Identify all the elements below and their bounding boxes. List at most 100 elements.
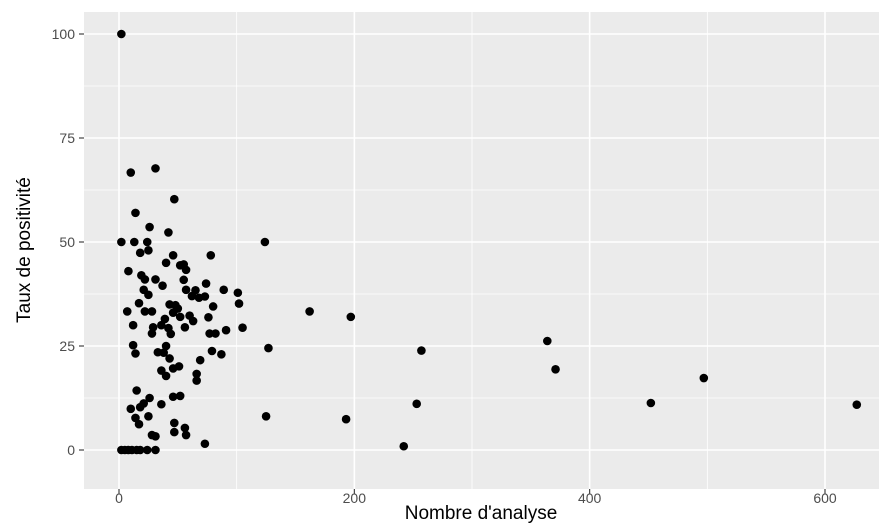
data-point	[208, 302, 218, 311]
data-point	[129, 237, 139, 247]
data-point	[134, 298, 144, 308]
data-point	[170, 418, 179, 428]
data-point	[126, 404, 136, 414]
data-point	[699, 373, 709, 383]
data-point	[117, 29, 126, 39]
data-point	[234, 299, 244, 308]
data-point	[142, 237, 152, 247]
data-point	[147, 329, 157, 338]
data-point	[140, 275, 150, 284]
data-point	[144, 290, 153, 300]
data-point	[399, 441, 409, 451]
data-point	[144, 246, 153, 255]
data-point	[161, 258, 171, 268]
data-point	[543, 336, 552, 346]
data-point	[188, 316, 198, 326]
data-point	[147, 307, 157, 316]
data-point	[135, 248, 145, 258]
x-tick-label: 200	[343, 490, 367, 506]
data-point	[144, 412, 153, 421]
data-point	[346, 312, 356, 322]
data-point	[181, 285, 191, 295]
data-point	[158, 281, 167, 290]
data-point	[204, 312, 213, 322]
data-point	[117, 237, 126, 247]
data-point	[132, 386, 141, 395]
data-point	[175, 391, 185, 401]
data-point	[412, 399, 421, 409]
data-point	[181, 430, 191, 440]
data-point	[417, 346, 426, 355]
y-tick-label: 25	[59, 338, 75, 354]
plot-panel	[84, 12, 879, 489]
data-point	[166, 329, 176, 339]
data-point	[168, 392, 178, 402]
major-gridlines	[84, 12, 879, 489]
data-point	[180, 322, 190, 332]
data-point	[131, 208, 140, 218]
y-tick-label: 50	[59, 234, 75, 250]
data-point	[341, 414, 351, 424]
data-point	[134, 419, 144, 429]
data-point	[122, 307, 132, 316]
data-point	[164, 228, 173, 237]
data-point	[168, 251, 178, 260]
data-point	[305, 307, 314, 316]
data-point	[160, 314, 170, 324]
data-point	[124, 266, 133, 276]
x-tick-label: 400	[578, 490, 602, 506]
data-point	[131, 413, 140, 423]
data-point	[206, 251, 216, 260]
data-point	[179, 275, 189, 285]
data-point	[145, 222, 154, 232]
data-point	[161, 371, 171, 381]
data-point	[161, 341, 171, 351]
data-point	[135, 445, 145, 455]
minor-gridlines	[84, 12, 879, 489]
x-tick-label: 600	[813, 490, 837, 506]
data-point	[200, 292, 210, 301]
data-point	[264, 343, 273, 353]
x-axis-tick-labels: 0 200 400 600	[115, 490, 837, 506]
data-point	[151, 431, 160, 441]
data-point	[217, 350, 226, 359]
data-point	[181, 265, 191, 275]
data-point	[192, 369, 201, 379]
data-point	[170, 194, 179, 204]
data-point	[200, 439, 210, 449]
data-point	[207, 346, 217, 356]
data-point	[151, 164, 160, 173]
y-tick-label: 75	[59, 130, 75, 146]
x-axis-title: Nombre d'analyse	[405, 503, 558, 524]
data-points	[117, 29, 862, 455]
data-point	[175, 312, 185, 322]
data-point	[551, 364, 560, 374]
data-point	[221, 325, 231, 335]
data-point	[260, 237, 270, 247]
data-point	[145, 393, 154, 403]
y-tick-label: 0	[67, 442, 75, 458]
data-point	[151, 275, 160, 284]
data-point	[159, 348, 169, 357]
x-tick-label: 0	[115, 490, 123, 506]
data-point	[646, 398, 656, 408]
data-point	[195, 355, 205, 365]
data-point	[261, 412, 271, 421]
data-point	[157, 399, 166, 409]
y-tick-label: 100	[52, 26, 76, 42]
data-point	[142, 445, 152, 455]
data-point	[192, 376, 201, 385]
data-point	[151, 445, 160, 455]
data-point	[174, 362, 184, 371]
data-point	[201, 279, 211, 288]
data-point	[131, 349, 140, 358]
data-point	[135, 402, 145, 412]
data-point	[140, 307, 150, 316]
data-point	[165, 354, 174, 363]
y-axis-tick-labels: 0 25 50 75 100	[52, 26, 76, 458]
data-point	[205, 329, 214, 338]
data-point	[852, 400, 862, 409]
axis-ticks	[79, 33, 826, 494]
data-point	[170, 427, 179, 437]
